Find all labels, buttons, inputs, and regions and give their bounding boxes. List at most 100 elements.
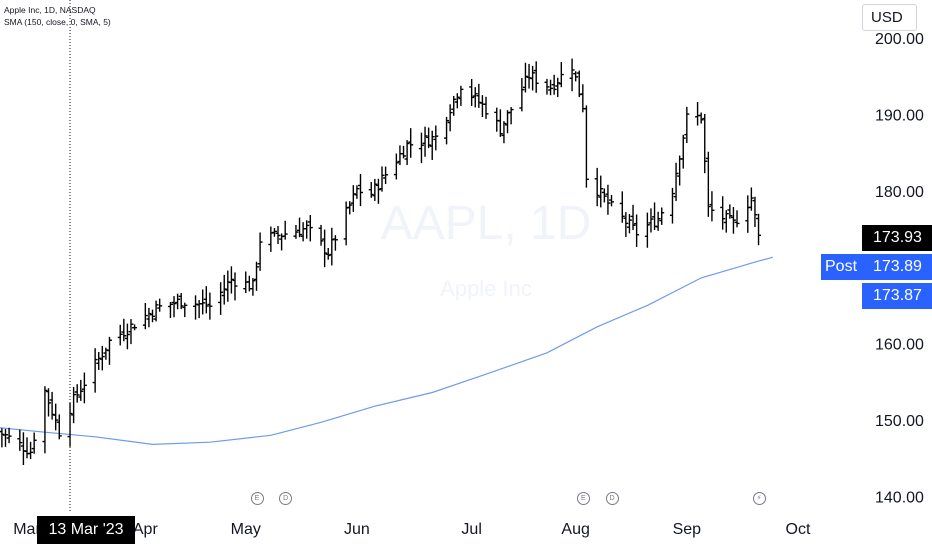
ohlc-bar [709, 191, 715, 222]
post-market-price-tag: 173.89 [862, 254, 932, 280]
ohlc-bar [53, 403, 59, 431]
ohlc-bar [178, 293, 184, 310]
ohlc-bar [601, 188, 607, 203]
price-tick-label: 160.00 [875, 337, 924, 354]
ohlc-bar [49, 391, 55, 420]
ohlc-bar [196, 300, 202, 319]
time-axis[interactable]: Mar Apr May Jun Jul Aug Sep Oct [13, 521, 811, 538]
ohlc-bar [501, 121, 507, 144]
ohlc-bar [56, 414, 62, 440]
ohlc-bar [548, 79, 554, 96]
ohlc-bar [429, 130, 435, 160]
ohlc-bar [99, 345, 105, 371]
ohlc-bar [157, 298, 163, 312]
ohlc-bar [0, 428, 5, 448]
time-tick-label: Jun [344, 521, 370, 538]
ohlc-bar [92, 348, 98, 393]
ohlc-bar [142, 302, 148, 330]
ohlc-bar [619, 191, 625, 223]
ohlc-bar [472, 87, 478, 108]
ohlc-bar [533, 61, 539, 93]
ohlc-bar [444, 116, 450, 145]
ohlc-bar [594, 167, 600, 207]
ohlc-bar [31, 432, 37, 454]
ohlc-bar [426, 127, 432, 149]
ohlc-bar [225, 270, 231, 302]
dividend-icon[interactable]: D [279, 492, 293, 505]
ohlc-bar [228, 266, 234, 294]
ohlc-bar [447, 104, 453, 132]
last-price-tag: 173.93 [862, 225, 932, 251]
ohlc-bar [669, 187, 675, 224]
ohlc-bar [555, 77, 561, 98]
dividend-icon[interactable]: D [605, 492, 619, 505]
ohlc-bar [454, 93, 460, 109]
time-tick-label: May [231, 521, 261, 538]
ohlc-bar [257, 232, 263, 271]
ohlc-bar [408, 128, 414, 158]
ohlc-bar [458, 85, 464, 106]
ohlc-bar [397, 145, 403, 165]
ohlc-bar [153, 300, 159, 322]
time-tick-label: Sep [673, 521, 702, 538]
ohlc-bar [648, 208, 654, 233]
ohlc-bar [78, 379, 84, 401]
time-tick-label: Oct [786, 521, 811, 538]
ohlc-bar [221, 274, 227, 305]
ohlc-bar [347, 201, 353, 215]
ohlc-bar [551, 74, 557, 95]
ohlc-bar [357, 173, 363, 207]
ohlc-bar [698, 112, 704, 124]
sma-layer [0, 256, 774, 446]
price-tick-label: 180.00 [875, 184, 924, 201]
ohlc-bar [422, 126, 428, 157]
ohlc-bar [626, 213, 632, 234]
ohlc-bar [368, 182, 374, 198]
ohlc-bar [483, 96, 489, 119]
ohlc-bar [332, 235, 338, 251]
price-tick-label: 190.00 [875, 107, 924, 124]
ohlc-bar [96, 352, 102, 370]
earnings-icon[interactable]: E [250, 492, 264, 505]
ohlc-bar [297, 217, 303, 238]
sma-value-tag: 173.87 [862, 283, 932, 309]
ohlc-bar [17, 429, 23, 451]
ohlc-bar [203, 286, 209, 314]
ohlc-bar [644, 212, 650, 248]
ohlc-bar [182, 302, 188, 318]
ohlc-bar [300, 222, 306, 242]
ohlc-bar [522, 62, 528, 93]
ohlc-bar [433, 125, 439, 151]
ohlc-bar [67, 402, 73, 447]
ohlc-bar [304, 220, 310, 239]
ohlc-bar [218, 282, 224, 315]
ohlc-bar [401, 145, 407, 159]
ohlc-bar [275, 226, 281, 244]
ohlc-bar [583, 105, 589, 188]
earnings-icon[interactable]: E [576, 492, 590, 505]
ohlc-bar [74, 384, 80, 403]
ohlc-bar [756, 213, 762, 246]
ohlc-bar [569, 58, 575, 92]
ohlc-bar [167, 301, 173, 319]
ohlc-bar [623, 212, 629, 237]
ohlc-bar [318, 224, 324, 246]
ohlc-bar [652, 202, 658, 231]
ohlc-bar [200, 289, 206, 315]
ohlc-bar [530, 65, 536, 91]
ohlc-bar [497, 109, 503, 137]
ohlc-bar [544, 78, 550, 95]
ohlc-bar [451, 95, 457, 116]
ohlc-bar [673, 162, 679, 202]
split-icon[interactable]: ⚡ [752, 492, 766, 505]
time-tick-label: Mar [13, 521, 41, 538]
ohlc-bar [293, 224, 299, 239]
ohlc-bar [727, 204, 733, 219]
ohlc-bar [121, 318, 127, 342]
ohlc-bar [393, 153, 399, 180]
currency-button[interactable]: USD [862, 4, 917, 31]
ohlc-bar [71, 386, 77, 424]
price-tick-label: 140.00 [875, 489, 924, 506]
ohlc-bar [268, 226, 274, 252]
